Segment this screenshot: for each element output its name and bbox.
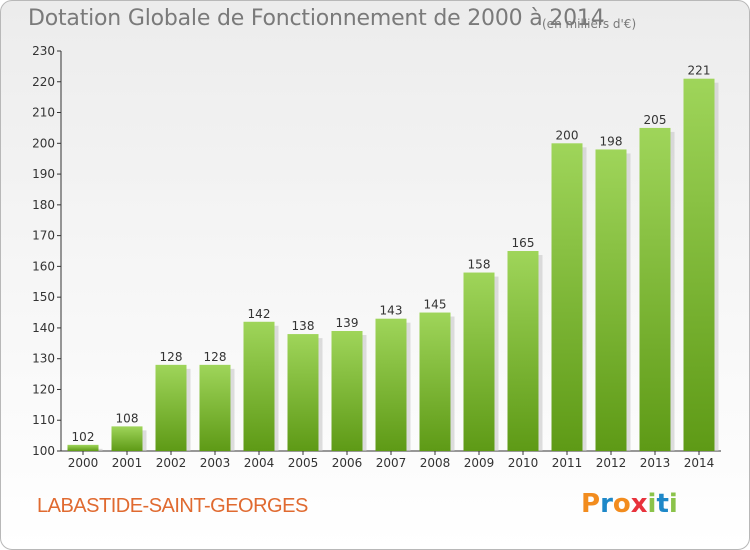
y-tick-label: 180 [32,198,55,212]
bar-value-label: 165 [512,236,535,250]
x-tick-label: 2011 [552,456,583,470]
logo-letter: i [647,489,657,519]
x-tick-label: 2013 [640,456,671,470]
proxiti-logo[interactable]: Proxiti [581,489,678,519]
logo-letter: t [656,489,669,519]
y-tick-label: 210 [32,106,55,120]
bar-value-label: 221 [688,64,711,78]
x-tick-label: 2002 [156,456,187,470]
logo-letter: i [668,489,678,519]
x-tick-label: 2007 [376,456,407,470]
bar-value-label: 138 [292,319,315,333]
bar [463,272,495,451]
x-tick-label: 2003 [200,456,231,470]
x-tick-label: 2009 [464,456,495,470]
logo-letter: x [630,489,648,519]
bar [419,312,451,451]
bar [199,364,231,451]
bar-value-label: 158 [468,258,491,272]
bar [595,149,627,451]
y-tick-label: 110 [32,413,55,427]
x-tick-label: 2005 [288,456,319,470]
unit-note: (en milliers d'€) [542,17,637,31]
logo-letter: o [612,489,631,519]
x-tick-label: 2006 [332,456,363,470]
bar [507,251,539,451]
bar-value-label: 198 [600,134,623,148]
bar [67,444,99,451]
y-tick-label: 100 [32,444,55,458]
bar-value-label: 142 [248,307,271,321]
commune-name: LABASTIDE-SAINT-GEORGES [37,495,308,517]
bar-value-label: 145 [424,298,447,312]
y-tick-label: 200 [32,136,55,150]
y-tick-label: 140 [32,321,55,335]
bar-value-label: 108 [116,411,139,425]
y-tick-label: 120 [32,382,55,396]
bar [155,364,187,451]
y-tick-label: 190 [32,167,55,181]
y-tick-label: 220 [32,75,55,89]
bar-value-label: 200 [556,128,579,142]
x-tick-label: 2014 [684,456,715,470]
y-tick-label: 130 [32,352,55,366]
bar-value-label: 128 [204,350,227,364]
x-tick-label: 2000 [68,456,99,470]
bar-value-label: 205 [644,113,667,127]
x-tick-label: 2008 [420,456,451,470]
bar-value-label: 128 [160,350,183,364]
bar-value-label: 102 [72,430,95,444]
bar [683,78,715,451]
bar [639,127,671,451]
chart-title: Dotation Globale de Fonctionnement de 20… [28,6,605,31]
y-tick-label: 150 [32,290,55,304]
logo-letter: r [600,489,613,519]
x-tick-label: 2012 [596,456,627,470]
bar [551,143,583,452]
bar-value-label: 143 [380,304,403,318]
x-tick-label: 2001 [112,456,143,470]
y-tick-label: 230 [32,44,55,58]
bar [375,318,407,451]
bar [243,321,275,451]
x-tick-label: 2010 [508,456,539,470]
y-tick-label: 160 [32,259,55,273]
bar [331,331,363,451]
x-tick-label: 2004 [244,456,275,470]
bar-value-label: 139 [336,316,359,330]
logo-letter: P [581,489,601,519]
y-tick-label: 170 [32,229,55,243]
bar [287,334,319,451]
bar [111,426,143,451]
